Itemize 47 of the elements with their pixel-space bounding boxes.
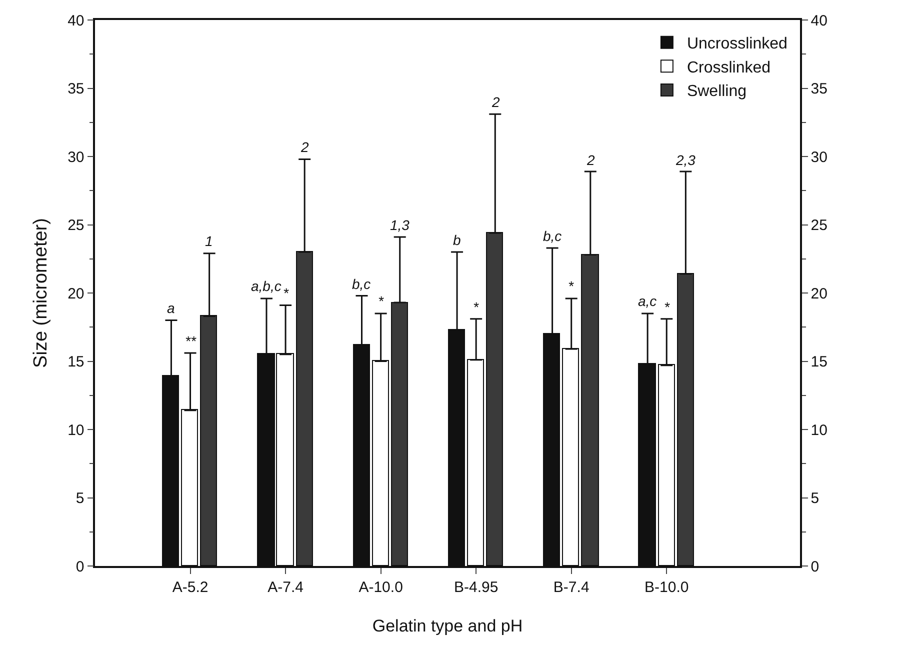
y-tick-label: 20 [68,285,84,302]
annotation: 1,3 [390,217,410,233]
y-tick-label: 35 [68,80,84,98]
annotation: * [283,285,289,301]
annotation: * [378,293,384,309]
y2-tick-label: 20 [810,285,828,302]
annotation: b,c [543,228,562,244]
annotation: 2 [586,152,595,168]
annotation: a,c [638,293,657,309]
x-tick-label: B-4.95 [454,578,498,596]
y2-tick-label: 0 [810,558,820,576]
y2-tick-label: 5 [810,490,820,507]
annotation: a,b,c [251,278,282,294]
annotation: b [453,232,461,248]
annotation: 1 [205,233,213,249]
y-axis-title: Size (micrometer) [30,218,52,368]
y2-tick-label: 15 [810,354,828,370]
y2-tick-label: 30 [810,148,828,166]
y2-tick-label: 40 [810,12,828,30]
y-tick-label: 5 [76,490,84,507]
annotation: * [568,278,574,294]
legend-label: Uncrosslinked [686,36,788,53]
y-tick-label: 0 [76,558,84,576]
annotation: 2 [491,94,500,110]
y-tick-label: 25 [68,217,84,234]
legend-label: Crosslinked [686,59,771,76]
x-tick-label: B-7.4 [553,578,590,596]
legend-label: Swelling [686,83,747,100]
annotation: * [473,299,479,315]
annotation: b,c [352,276,371,292]
y2-tick-label: 25 [810,217,828,234]
y-tick-label: 30 [68,148,84,166]
y2-tick-label: 10 [810,422,828,439]
annotation: 2,3 [675,152,696,168]
y-tick-label: 15 [68,354,84,370]
y-tick-label: 10 [68,422,84,439]
y-tick-label: 40 [68,12,84,30]
x-axis-title: Gelatin type and pH [372,616,523,636]
x-tick-label: B-10.0 [644,578,689,596]
annotation: * [664,299,670,315]
annotation: a [167,300,175,316]
x-tick-label: A-10.0 [358,578,403,596]
x-tick-label: A-5.2 [172,578,208,596]
x-tick-label: A-7.4 [268,578,304,596]
annotation: 2 [300,139,309,155]
annotation: ** [185,333,196,349]
y2-tick-label: 35 [810,80,828,98]
